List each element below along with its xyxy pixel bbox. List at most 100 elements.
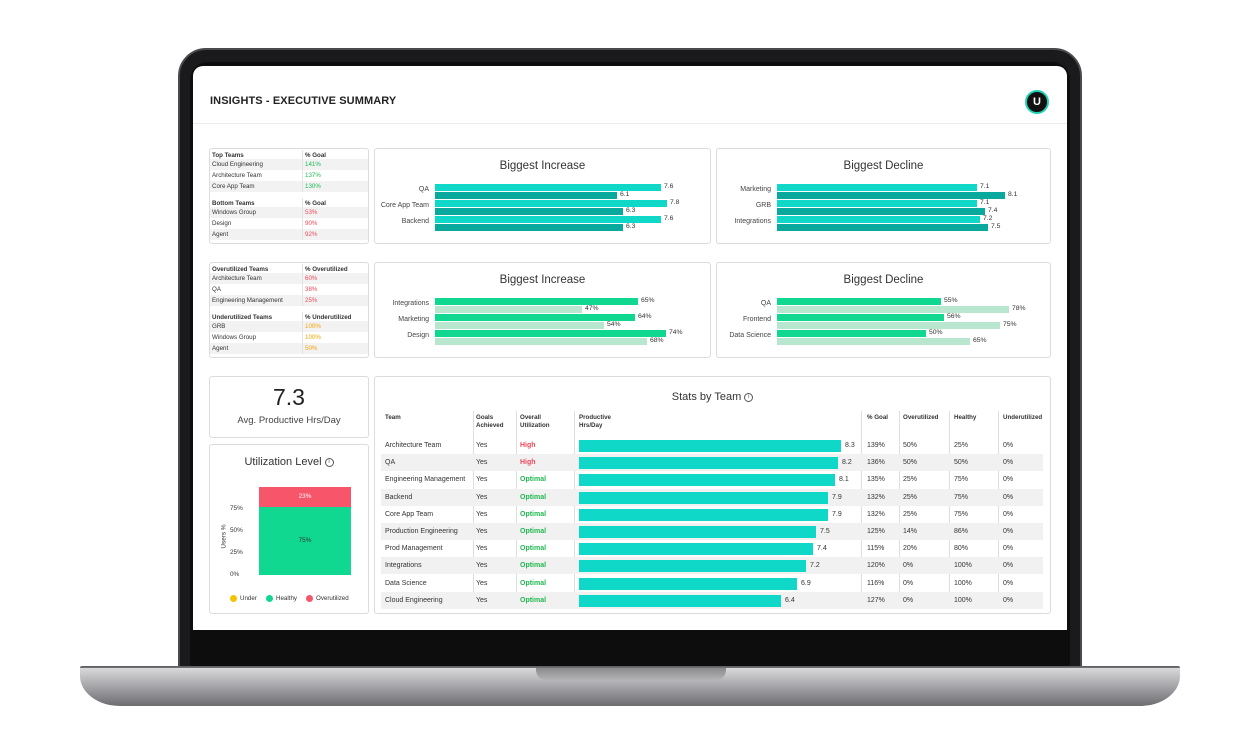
table-row[interactable]: Core App Team 130% bbox=[210, 181, 368, 192]
bar-previous-value: 68% bbox=[650, 337, 664, 344]
chart-title: Biggest Decline bbox=[843, 274, 924, 286]
table-row[interactable]: Integrations Yes Optimal 7.2 120% 0% 100% 0% bbox=[381, 557, 1043, 575]
bar-label: Integrations bbox=[392, 300, 429, 307]
row-value: 25% bbox=[302, 295, 317, 306]
table-row[interactable]: QA 38% bbox=[210, 284, 368, 295]
cell-team: Backend bbox=[385, 493, 413, 501]
column-header: Goals Achieved bbox=[476, 414, 504, 429]
bar-current-value: 7.2 bbox=[983, 215, 993, 222]
stack-segment-overutilized bbox=[259, 487, 351, 507]
user-avatar[interactable]: U bbox=[1025, 90, 1049, 114]
cell-goal: 127% bbox=[867, 596, 885, 604]
table-row[interactable]: Agent 92% bbox=[210, 229, 368, 240]
cell-goal: 136% bbox=[867, 459, 885, 467]
table-row[interactable]: Windows Group 53% bbox=[210, 207, 368, 218]
cell-overutilized: 25% bbox=[903, 493, 918, 501]
cell-utilization: High bbox=[520, 459, 536, 467]
cell-healthy: 50% bbox=[954, 459, 969, 467]
row-team: Agent bbox=[212, 345, 229, 352]
cell-underutilized: 0% bbox=[1003, 493, 1014, 501]
utilization-title: Utilization Level i bbox=[210, 456, 368, 468]
table-header-row: Overutilized Teams % Overutilized bbox=[210, 264, 368, 275]
cell-overutilized: 0% bbox=[903, 596, 914, 604]
cell-team: Data Science bbox=[385, 579, 427, 587]
hours-bar bbox=[579, 474, 835, 487]
cell-underutilized: 0% bbox=[1003, 562, 1014, 570]
bar-previous-value: 75% bbox=[1003, 321, 1017, 328]
bar-previous bbox=[435, 306, 582, 313]
hours-value: 7.2 bbox=[810, 562, 820, 570]
cell-healthy: 100% bbox=[954, 579, 972, 587]
cell-utilization: Optimal bbox=[520, 476, 547, 484]
bar-previous bbox=[777, 322, 1000, 329]
table-row[interactable]: Architecture Team 60% bbox=[210, 273, 368, 284]
table-header-row: Bottom Teams % Goal bbox=[210, 198, 368, 209]
table-row[interactable]: Cloud Engineering Yes Optimal 6.4 127% 0% 100%… bbox=[381, 591, 1043, 609]
legend-dot bbox=[306, 595, 313, 602]
laptop-notch bbox=[536, 668, 726, 680]
bar-label: QA bbox=[760, 300, 771, 307]
bar-label: QA bbox=[418, 186, 429, 193]
hours-bar bbox=[579, 594, 781, 607]
bar-previous-value: 6.1 bbox=[620, 191, 630, 198]
bar-current bbox=[435, 200, 667, 207]
bar-previous-value: 6.3 bbox=[626, 223, 636, 230]
table-header-row: Top Teams % Goal bbox=[210, 150, 368, 161]
cell-overutilized: 25% bbox=[903, 510, 918, 518]
bar-current-value: 74% bbox=[669, 329, 683, 336]
table-row[interactable]: Cloud Engineering 141% bbox=[210, 159, 368, 170]
bar-previous bbox=[777, 338, 970, 345]
hours-value: 8.3 bbox=[845, 442, 855, 449]
header-value: % Goal bbox=[302, 198, 326, 209]
header-team: Overutilized Teams bbox=[212, 266, 269, 273]
table-row[interactable]: Production Engineering Yes Optimal 7.5 125% 1… bbox=[381, 523, 1043, 540]
cell-team: Architecture Team bbox=[385, 442, 442, 449]
legend-dot bbox=[230, 595, 237, 602]
header-value: % Goal bbox=[302, 150, 326, 161]
pct-biggest-increase-chart: Biggest Increase Integrations 65% 47% Marke… bbox=[374, 262, 711, 358]
legend-label: Overutilized bbox=[316, 595, 349, 602]
kpi-label: Avg. Productive Hrs/Day bbox=[237, 415, 341, 426]
column-divider bbox=[574, 411, 575, 609]
bar-previous-value: 47% bbox=[585, 305, 599, 312]
bar-previous bbox=[435, 322, 604, 329]
cell-overutilized: 50% bbox=[903, 442, 918, 449]
cell-goal: 120% bbox=[867, 562, 885, 570]
row-value: 50% bbox=[302, 343, 317, 354]
row-team: Cloud Engineering bbox=[212, 161, 263, 168]
bar-previous-value: 8.1 bbox=[1008, 191, 1018, 198]
table-row[interactable]: Architecture Team 137% bbox=[210, 170, 368, 181]
table-row[interactable]: Backend Yes Optimal 7.9 132% 25% 75% 0% bbox=[381, 488, 1043, 506]
info-icon[interactable]: i bbox=[744, 392, 754, 402]
cell-utilization: High bbox=[520, 442, 536, 449]
cell-healthy: 25% bbox=[954, 442, 969, 449]
info-icon[interactable]: i bbox=[324, 457, 334, 467]
hours-bar bbox=[579, 560, 806, 573]
table-row[interactable]: GRB 100% bbox=[210, 321, 368, 332]
pct-biggest-decline-chart: Biggest Decline QA 55% 78% Frontend 56% 75% Da… bbox=[716, 262, 1051, 358]
cell-healthy: 75% bbox=[954, 476, 969, 484]
bar-previous bbox=[777, 306, 1009, 313]
cell-goals-achieved: Yes bbox=[476, 545, 488, 553]
table-row[interactable]: Data Science Yes Optimal 6.9 116% 0% 100% 0% bbox=[381, 575, 1043, 592]
column-divider bbox=[861, 411, 862, 609]
table-row[interactable]: Prod Management Yes Optimal 7.4 115% 20% 80% 0% bbox=[381, 540, 1043, 557]
column-header: % Goal bbox=[867, 414, 888, 421]
table-row[interactable]: QA Yes High 8.2 136% 50% 50% 0% bbox=[381, 454, 1043, 472]
bar-current-value: 7.6 bbox=[664, 183, 674, 190]
table-row[interactable]: Agent 50% bbox=[210, 343, 368, 354]
row-value: 38% bbox=[302, 284, 317, 295]
table-row[interactable]: Architecture Team Yes High 8.3 139% 50% 25% 0% bbox=[381, 437, 1043, 454]
table-row[interactable]: Core App Team Yes Optimal 7.9 132% 25% 75% 0% bbox=[381, 506, 1043, 523]
row-team: Engineering Management bbox=[212, 297, 283, 304]
table-row[interactable]: Engineering Management Yes Optimal 8.1 135% 2… bbox=[381, 471, 1043, 488]
stats-title: Stats by Team i bbox=[375, 391, 1050, 403]
bar-previous bbox=[435, 208, 623, 215]
table-row[interactable]: Design 90% bbox=[210, 218, 368, 229]
legend-label: Under bbox=[240, 595, 257, 602]
table-row[interactable]: Engineering Management 25% bbox=[210, 295, 368, 306]
table-row[interactable]: Windows Group 100% bbox=[210, 332, 368, 343]
y-tick: 0% bbox=[230, 571, 240, 578]
cell-goal: 115% bbox=[867, 545, 885, 553]
stack-segment-label: 23% bbox=[298, 493, 312, 500]
